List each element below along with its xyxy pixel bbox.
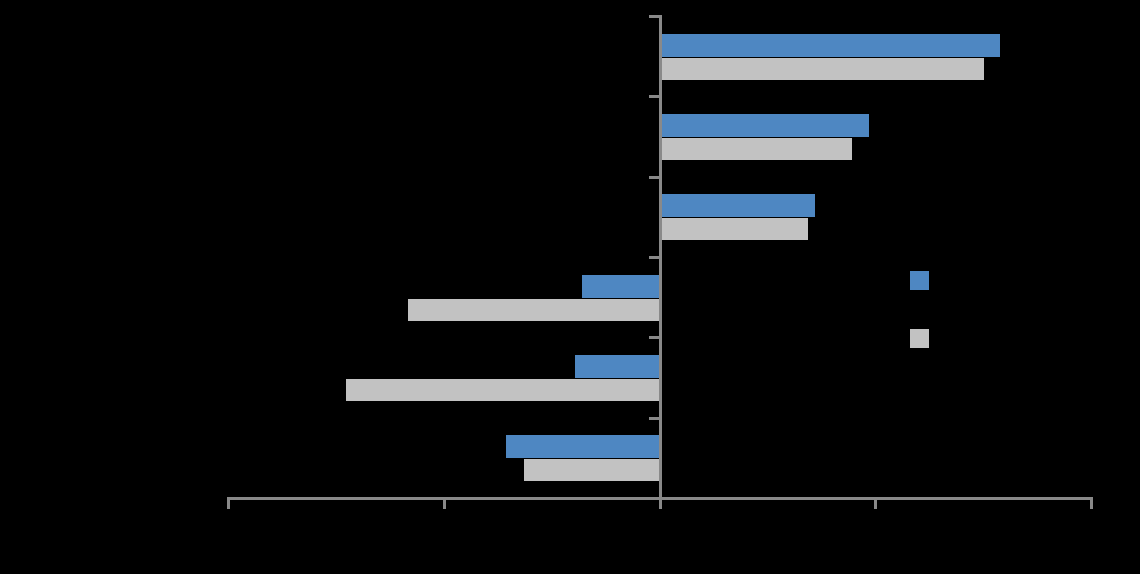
category-axis-tick — [649, 95, 660, 99]
category-axis-tick — [649, 336, 660, 340]
category-axis-tick — [649, 175, 660, 179]
value-axis-tick — [442, 497, 446, 509]
value-axis-tick — [874, 497, 878, 509]
legend-swatch-series-gray — [910, 329, 929, 348]
bar-series-blue-cat5 — [574, 354, 660, 378]
value-axis-line — [227, 497, 1093, 500]
category-axis-tick — [649, 256, 660, 259]
category-axis-tick — [649, 15, 660, 18]
bar-series-blue-cat3 — [660, 194, 816, 218]
bar-series-gray-cat1 — [660, 57, 984, 80]
value-axis-tick — [226, 497, 230, 509]
category-axis-line — [658, 15, 662, 500]
bar-series-blue-cat2 — [660, 113, 870, 137]
bar-series-gray-cat5 — [346, 378, 660, 401]
legend-swatch-series-blue — [910, 271, 929, 290]
bar-series-blue-cat1 — [660, 33, 1000, 57]
value-axis-tick — [1090, 497, 1094, 509]
bar-series-gray-cat3 — [660, 218, 808, 241]
bar-series-gray-cat2 — [660, 137, 853, 160]
category-axis-tick — [649, 416, 660, 420]
bar-series-blue-cat4 — [582, 274, 660, 298]
bar-series-gray-cat6 — [524, 459, 660, 482]
bar-series-blue-cat6 — [505, 435, 660, 459]
value-axis-tick — [658, 497, 662, 509]
bar-series-gray-cat4 — [407, 298, 660, 321]
